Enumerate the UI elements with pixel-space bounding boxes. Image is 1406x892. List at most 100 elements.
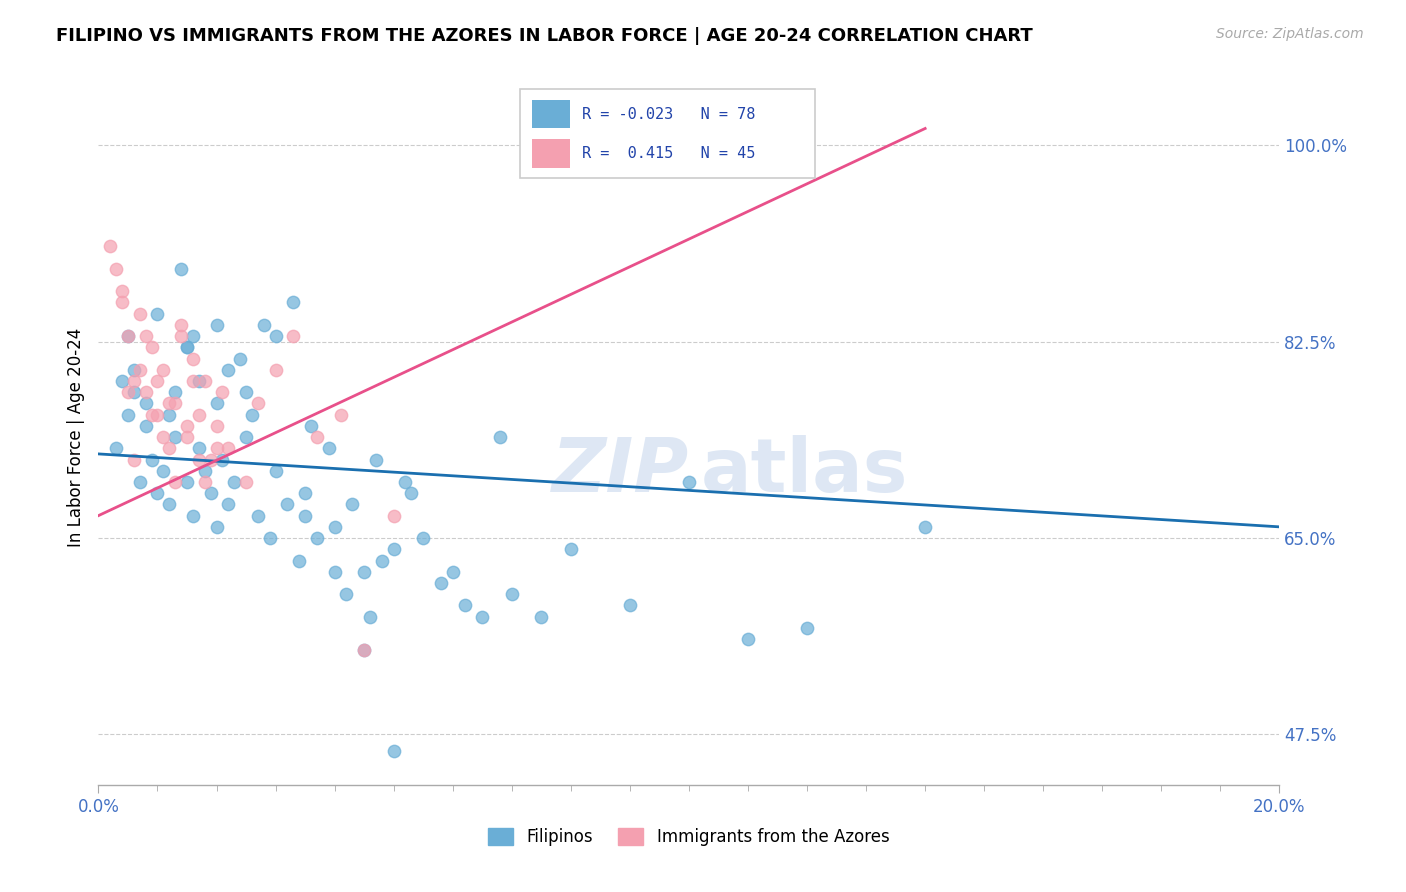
Point — [259, 531, 281, 545]
Point — [157, 408, 180, 422]
Point — [318, 442, 340, 456]
Point — [98, 239, 121, 253]
Point — [170, 318, 193, 332]
Bar — [531, 100, 571, 128]
Point — [329, 408, 352, 422]
Point — [211, 385, 233, 400]
Point — [152, 464, 174, 478]
Text: R = -0.023   N = 78: R = -0.023 N = 78 — [582, 107, 755, 121]
Point — [335, 587, 357, 601]
Point — [914, 520, 936, 534]
Point — [117, 329, 139, 343]
Point — [105, 442, 128, 456]
Point — [165, 396, 187, 410]
Point — [152, 430, 174, 444]
FancyBboxPatch shape — [520, 89, 815, 178]
Point — [217, 497, 239, 511]
Point — [141, 452, 163, 467]
Point — [364, 452, 387, 467]
Point — [128, 475, 150, 489]
Point — [294, 486, 316, 500]
Point — [187, 408, 209, 422]
Point — [122, 363, 145, 377]
Point — [181, 374, 204, 388]
Point — [194, 464, 217, 478]
Point — [382, 744, 405, 758]
Point — [299, 418, 322, 433]
Point — [200, 452, 222, 467]
Point — [181, 351, 204, 366]
Point — [678, 475, 700, 489]
Point — [176, 430, 198, 444]
Point — [157, 442, 180, 456]
Point — [323, 520, 346, 534]
Point — [382, 542, 405, 557]
Point — [117, 385, 139, 400]
Point — [176, 340, 198, 354]
Point — [305, 531, 328, 545]
Point — [453, 599, 475, 613]
Point — [205, 520, 228, 534]
Y-axis label: In Labor Force | Age 20-24: In Labor Force | Age 20-24 — [66, 327, 84, 547]
Point — [122, 385, 145, 400]
Point — [441, 565, 464, 579]
Point — [323, 565, 346, 579]
Point — [165, 385, 187, 400]
Point — [235, 385, 257, 400]
Point — [135, 396, 157, 410]
Point — [253, 318, 276, 332]
Point — [235, 475, 257, 489]
Point — [560, 542, 582, 557]
Point — [235, 430, 257, 444]
Text: ZIP: ZIP — [551, 435, 689, 508]
Point — [117, 329, 139, 343]
Point — [165, 475, 187, 489]
Point — [157, 497, 180, 511]
Point — [283, 329, 305, 343]
Point — [187, 374, 209, 388]
Point — [264, 464, 287, 478]
Point — [187, 442, 209, 456]
Point — [176, 475, 198, 489]
Point — [135, 418, 157, 433]
Point — [141, 408, 163, 422]
Point — [146, 307, 169, 321]
Point — [737, 632, 759, 646]
Point — [394, 475, 416, 489]
Point — [246, 508, 269, 523]
Point — [146, 374, 169, 388]
Point — [217, 363, 239, 377]
Point — [146, 408, 169, 422]
Point — [501, 587, 523, 601]
Point — [796, 621, 818, 635]
Point — [205, 396, 228, 410]
Point — [229, 351, 252, 366]
Point — [305, 430, 328, 444]
Point — [187, 452, 209, 467]
Point — [283, 295, 305, 310]
Point — [176, 340, 198, 354]
Point — [117, 408, 139, 422]
Point — [122, 374, 145, 388]
Point — [240, 408, 263, 422]
Point — [194, 475, 217, 489]
Legend: Filipinos, Immigrants from the Azores: Filipinos, Immigrants from the Azores — [482, 822, 896, 853]
Point — [122, 452, 145, 467]
Point — [401, 486, 423, 500]
Point — [152, 363, 174, 377]
Point — [382, 508, 405, 523]
Point — [146, 486, 169, 500]
Point — [181, 329, 204, 343]
Point — [205, 418, 228, 433]
Point — [200, 486, 222, 500]
Point — [224, 475, 246, 489]
Bar — [531, 139, 571, 168]
Point — [111, 295, 134, 310]
Point — [371, 553, 394, 567]
Point — [246, 396, 269, 410]
Point — [353, 643, 375, 657]
Point — [353, 643, 375, 657]
Text: R =  0.415   N = 45: R = 0.415 N = 45 — [582, 146, 755, 161]
Point — [264, 363, 287, 377]
Point — [111, 374, 134, 388]
